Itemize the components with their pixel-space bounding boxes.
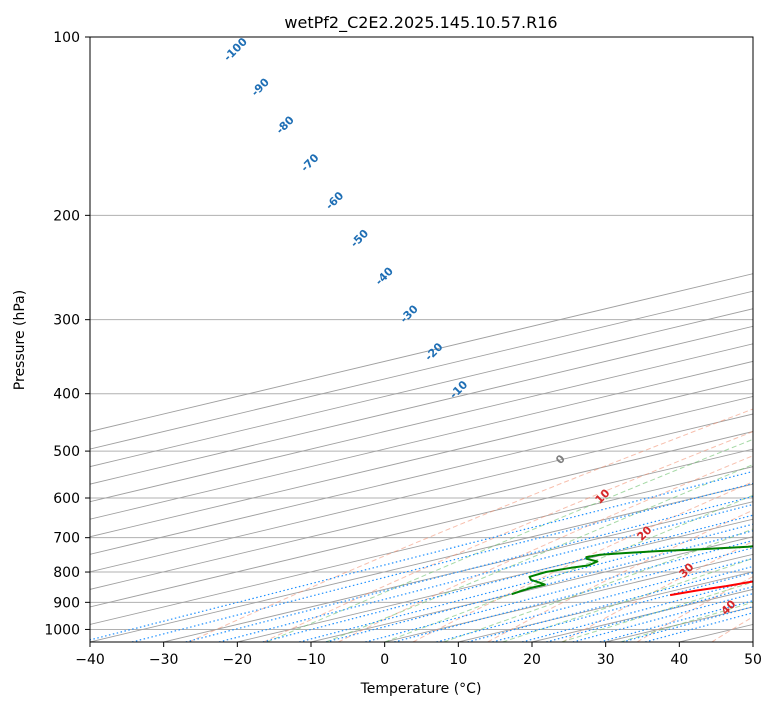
background-lines: [90, 37, 753, 642]
x-tick-label: −30: [149, 652, 179, 668]
dry-adiabat: [412, 481, 753, 642]
y-tick-label: 1000: [44, 622, 80, 638]
moist-adiabat: [384, 494, 753, 642]
isotherm: [90, 308, 753, 468]
isotherm: [384, 553, 753, 642]
isotherm: [90, 325, 753, 485]
isotherm: [90, 448, 753, 608]
dry-adiabat-label: -100: [221, 35, 250, 64]
y-tick-label: 600: [53, 491, 80, 507]
x-tick-label: 30: [597, 652, 615, 668]
mixing-ratio-line: [394, 547, 753, 642]
dry-adiabat: [337, 455, 753, 642]
x-tick-label: −20: [223, 652, 253, 668]
series-layer: [511, 545, 753, 597]
dry-adiabat-label: -60: [323, 189, 346, 212]
isotherm: [90, 483, 753, 642]
x-tick-label: 40: [670, 652, 688, 668]
dry-adiabat-label: 30: [677, 560, 697, 580]
mixing-ratio-line: [299, 523, 753, 642]
dry-adiabat-label: -20: [422, 340, 445, 363]
y-tick-label: 100: [53, 30, 80, 46]
mixing-ratio-line: [218, 503, 753, 642]
y-tick-label: 300: [53, 313, 80, 329]
mixing-ratio-line: [131, 482, 753, 642]
y-tick-label: 500: [53, 444, 80, 460]
dry-adiabat: [263, 430, 753, 642]
isotherm: [90, 290, 753, 450]
dry-adiabat-label: -70: [298, 151, 321, 174]
x-tick-label: 0: [380, 652, 389, 668]
y-tick-label: 200: [53, 208, 80, 224]
y-axis-label: Pressure (hPa): [12, 290, 28, 390]
dry-adiabat-label: -90: [249, 75, 272, 98]
mixing-ratio-line: [325, 530, 753, 642]
x-tick-label: −40: [75, 652, 105, 668]
dewpoint-line: [511, 545, 753, 596]
moist-adiabat: [266, 438, 753, 642]
y-tick-label: 800: [53, 565, 80, 581]
isotherm: [90, 395, 753, 555]
y-tick-label: 700: [53, 531, 80, 547]
dry-adiabat-label: -30: [398, 302, 421, 325]
x-tick-label: 20: [523, 652, 541, 668]
dry-adiabat-label: -40: [373, 264, 396, 287]
isotherm: [90, 413, 753, 573]
mixing-ratio-line: [90, 470, 753, 641]
x-tick-label: 10: [449, 652, 467, 668]
y-tick-label: 900: [53, 595, 80, 611]
moist-adiabat: [561, 581, 753, 642]
dry-adiabat: [636, 575, 753, 642]
isotherm: [163, 501, 753, 642]
isotherm: [237, 518, 753, 642]
dry-adiabat-label: -50: [348, 227, 371, 250]
isotherm: [310, 536, 753, 642]
plot-frame: [89, 36, 754, 643]
isotherm: [752, 641, 753, 642]
x-axis-label: Temperature (°C): [360, 681, 482, 697]
line-labels: 0.10.20.40.611.52346810131620253036-100-…: [221, 35, 739, 618]
isotherm: [90, 466, 753, 625]
dry-adiabat-label: -80: [274, 113, 297, 136]
y-tick-label: 400: [53, 387, 80, 403]
moist-adiabat: [325, 464, 753, 642]
axis-ticks: −40 −30 −20 −10 0 10 20 30 40 5010020030040050060…: [44, 30, 762, 668]
x-tick-label: 50: [744, 652, 762, 668]
dry-adiabat: [188, 408, 753, 642]
x-tick-label: −10: [296, 652, 326, 668]
dry-adiabat-label: 0: [553, 452, 568, 467]
chart-title: wetPf2_C2E2.2025.145.10.57.R16: [284, 13, 557, 33]
moist-adiabat: [443, 528, 753, 642]
dry-adiabat: [487, 509, 753, 642]
mixing-ratio-line: [365, 539, 753, 642]
dry-adiabat: [711, 616, 753, 642]
isotherm: [90, 273, 753, 432]
isotherm: [90, 431, 753, 590]
mixing-ratio-line: [436, 557, 753, 642]
